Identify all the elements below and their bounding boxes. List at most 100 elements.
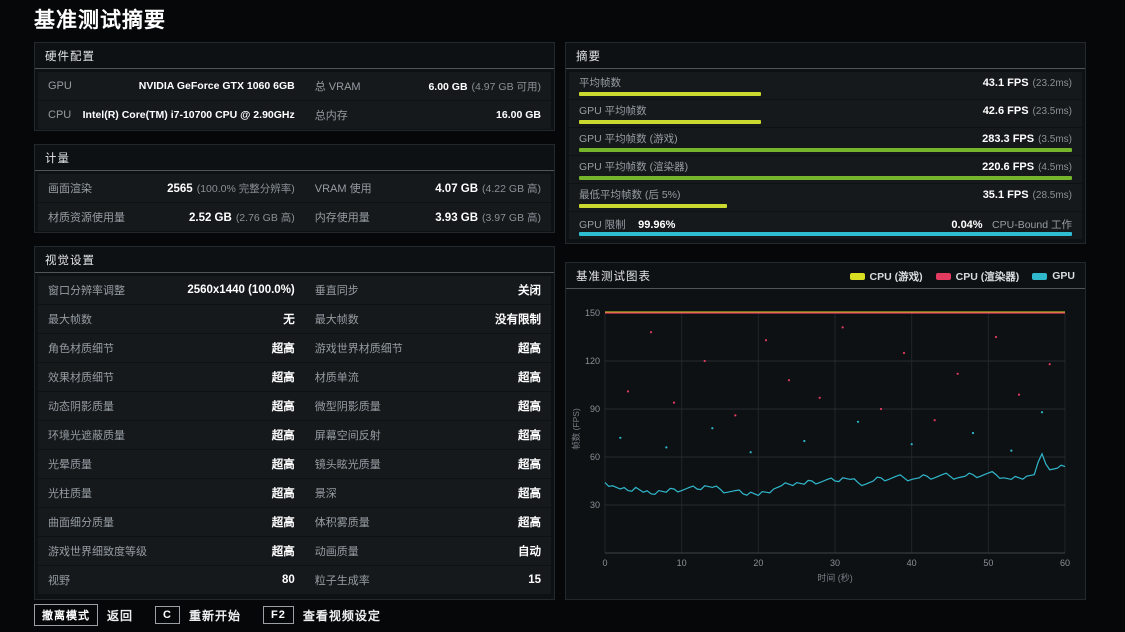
setting-cell: 总内存 16.00 GB [305,101,551,129]
setting-value: 超高 [271,430,295,442]
setting-subvalue: (4.97 GB 可用) [471,80,541,93]
summary-row-top: GPU 平均帧数 (渲染器) 220.6 FPS (4.5ms) [579,159,1072,173]
setting-value: 6.00 GB (4.97 GB 可用) [428,80,541,93]
setting-subvalue: (100.0% 完整分辨率) [196,182,295,195]
legend-label: CPU (游戏) [869,270,923,283]
table-row: 动态阴影质量 超高 微型阴影质量 超高 [38,392,551,420]
metrics-rows: 画面渲染 2565 (100.0% 完整分辨率) VRAM 使用 4.07 GB (4.2… [35,171,554,231]
summary-bar [579,204,727,208]
footer-item-0[interactable]: 撤离模式 返回 [34,604,133,626]
x-tick-label: 30 [830,558,840,568]
setting-cell: 视野 80 [38,566,305,594]
legend-swatch [935,272,951,280]
setting-value: 超高 [517,401,541,413]
setting-label: 最大帧数 [314,314,359,326]
setting-value: 超高 [517,430,541,442]
setting-label: 材质资源使用量 [48,212,125,224]
setting-label: 材质单流 [314,372,359,384]
setting-value: 无 [283,314,295,326]
cpu-render-spike-dot [994,335,998,339]
setting-cell: 画面渲染 2565 (100.0% 完整分辨率) [38,174,305,202]
summary-bar [579,92,762,96]
summary-label: 最低平均帧数 (后 5%) [579,189,681,201]
setting-cell: 游戏世界细致度等级 超高 [38,537,305,565]
gpu-limit-left: GPU 限制 99.96% [579,215,675,233]
gpu-limit-value: 99.96% [638,219,676,231]
legend-item: CPU (渲染器) [935,269,1019,284]
visual-settings-rows: 窗口分辨率调整 2560x1440 (100.0%) 垂直同步 关闭 最大帧数无最大帧数… [35,273,554,594]
summary-row-top: GPU 平均帧数 (游戏) 283.3 FPS (3.5ms) [579,131,1072,145]
cpu-render-spike-dot [841,326,844,329]
summary-bar [579,120,762,124]
setting-cell: GPU NVIDIA GeForce GTX 1060 6GB [38,72,305,100]
gpu-spike-dot [856,420,860,423]
setting-cell: 环境光遮蔽质量 超高 [38,421,305,449]
cpu-render-spike-dot [902,351,906,355]
gpu-spike-dot [619,436,622,439]
summary-value: 35.1 FPS (28.5ms) [982,189,1072,201]
summary-panel: 摘要 平均帧数 43.1 FPS (23.2ms) GPU 平均帧数 42.6 FPS(… [565,42,1086,244]
cpu-render-spike-dot [764,339,768,342]
legend-swatch [1032,272,1048,280]
chart-legend: CPU (游戏) CPU (渲染器) GPU [849,269,1075,284]
gpu-spike-dot [711,427,714,430]
summary-rows: 平均帧数 43.1 FPS (23.2ms) GPU 平均帧数 42.6 FPS (23.… [566,69,1085,239]
summary-bar [579,148,1072,152]
setting-subvalue: (4.22 GB 高) [482,182,541,195]
setting-label: 光晕质量 [48,459,92,471]
summary-subvalue: (4.5ms) [1038,162,1072,173]
y-tick-label: 120 [585,356,600,366]
legend-item: CPU (游戏) [849,269,923,284]
setting-cell: 镜头眩光质量 超高 [305,450,551,478]
summary-subvalue: (28.5ms) [1032,190,1072,201]
setting-cell: 光晕质量 超高 [38,450,305,478]
y-tick-label: 90 [590,404,600,414]
setting-label: 游戏世界细致度等级 [48,546,147,558]
setting-cell: 内存使用量 3.93 GB (3.97 GB 高) [305,203,551,231]
setting-value: 超高 [517,517,541,529]
gpu-limit-row: GPU 限制 99.96% 0.04% CPU-Bound 工作 [569,212,1082,239]
summary-subvalue: (23.5ms) [1032,106,1072,117]
cpu-bound-label: CPU-Bound 工作 [992,219,1072,231]
table-row: 光柱质量 超高 景深 超高 [38,479,551,507]
cpu-render-spike-dot [1048,363,1051,366]
setting-value: 超高 [271,401,295,413]
setting-label: 总内存 [314,110,348,122]
hotkey-label: 重新开始 [188,608,241,623]
setting-value: 15 [528,574,541,586]
setting-label: CPU [48,109,72,121]
gpu-limit-row-top: GPU 限制 99.96% 0.04% CPU-Bound 工作 [579,215,1072,231]
summary-row: GPU 平均帧数 (游戏) 283.3 FPS (3.5ms) [569,128,1082,155]
setting-label: 屏幕空间反射 [314,430,381,442]
table-row: 材质资源使用量 2.52 GB (2.76 GB 高) 内存使用量 3.93 GB (3.… [38,203,551,231]
setting-label: 窗口分辨率调整 [48,285,125,297]
gpu-line [604,452,1066,497]
setting-cell: 垂直同步 关闭 [305,276,551,304]
setting-value: 超高 [517,459,541,471]
setting-value: 超高 [271,343,295,355]
setting-value: 自动 [517,546,541,558]
hardware-rows: GPU NVIDIA GeForce GTX 1060 6GB 总 VRAM 6.00… [35,69,554,129]
x-tick-label: 20 [753,558,763,568]
setting-cell: 材质单流 超高 [305,363,551,391]
footer-item-1[interactable]: C 重新开始 [155,606,241,624]
gpu-limit-right: 0.04% CPU-Bound 工作 [951,215,1072,233]
table-row: 曲面细分质量 超高 体积雾质量 超高 [38,508,551,536]
table-row: 角色材质细节 超高 游戏世界材质细节 超高 [38,334,551,362]
hotkey-box: F2 [262,606,294,624]
table-row: 光晕质量 超高 镜头眩光质量 超高 [38,450,551,478]
setting-label: 镜头眩光质量 [314,459,381,471]
setting-value: 2.52 GB (2.76 GB 高) [188,211,295,224]
chart-title: 基准测试图表 [576,271,651,283]
setting-cell: 窗口分辨率调整 2560x1440 (100.0%) [38,276,305,304]
footer-item-2[interactable]: F2 查看视频设定 [262,606,381,624]
table-row: 环境光遮蔽质量 超高 屏幕空间反射 超高 [38,421,551,449]
setting-value: 超高 [271,372,295,384]
setting-cell: 动画质量 自动 [305,537,551,565]
setting-label: 动画质量 [314,546,359,558]
cpu-render-spike-dot [703,359,706,363]
setting-value: 2560x1440 (100.0%) [187,284,295,296]
setting-label: 景深 [314,488,337,500]
setting-subvalue: (2.76 GB 高) [235,211,295,224]
setting-value: 4.07 GB (4.22 GB 高) [435,182,541,195]
